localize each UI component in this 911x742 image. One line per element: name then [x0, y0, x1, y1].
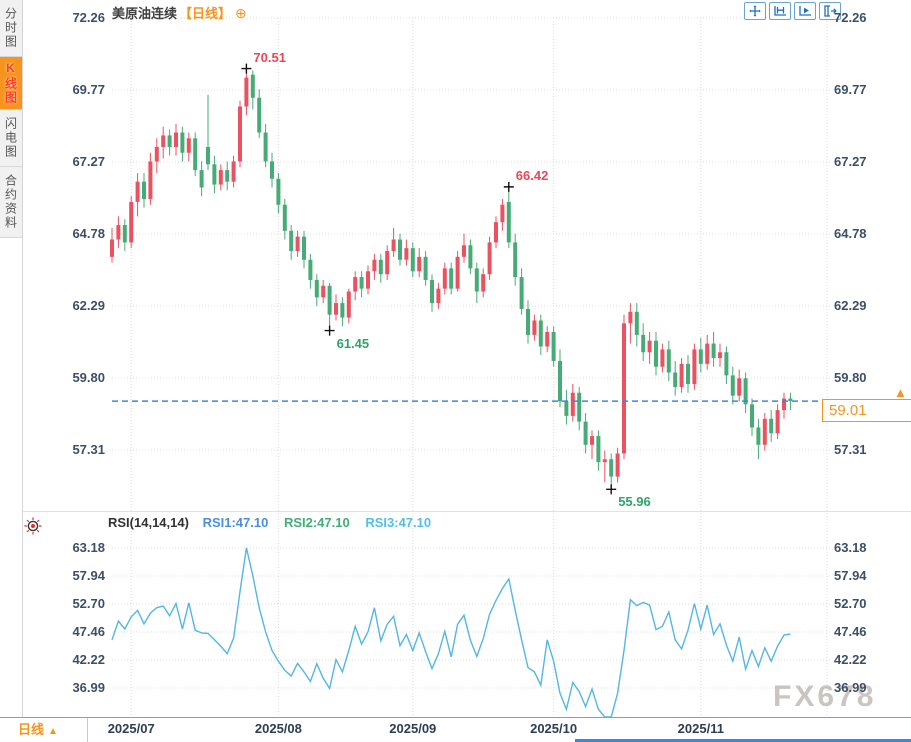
price-up-arrow-icon: ▲: [894, 385, 907, 401]
rsi2-value-label: RSI2:47.10: [283, 515, 350, 530]
rsi-axis-label: 57.94: [72, 568, 105, 583]
y-axis-label: 69.77: [72, 82, 105, 97]
period-label: 【日线】: [179, 6, 232, 21]
y-axis-label: 67.27: [72, 154, 105, 169]
indicator-settings-icon[interactable]: [24, 517, 42, 535]
rsi-axis-label: 47.46: [834, 624, 867, 639]
y-axis-label: 69.77: [834, 82, 867, 97]
y-axis-label: 62.29: [72, 298, 105, 313]
y-axis-label: 72.26: [72, 10, 105, 25]
rsi-axis-label: 52.70: [72, 596, 105, 611]
y-axis-label: 57.31: [72, 442, 105, 457]
y-axis-label: 59.80: [834, 370, 867, 385]
rsi-axis-label: 63.18: [72, 540, 105, 555]
panel-separator: [22, 511, 911, 512]
y-axis-label: 57.31: [834, 442, 867, 457]
chart-type-sidebar: 分时图 K线图 闪电图 合约资料: [0, 0, 23, 742]
y-axis-label: 67.27: [834, 154, 867, 169]
timeframe-label: 日线: [18, 722, 45, 737]
high-price-annotation: 66.42: [515, 167, 549, 183]
rsi1-value-label: RSI1:47.10: [202, 515, 269, 530]
rsi-axis-label: 42.22: [834, 652, 867, 667]
sidebar-tab-time-chart[interactable]: 分时图: [0, 0, 22, 57]
sidebar-tab-lightning-chart[interactable]: 闪电图: [0, 110, 22, 167]
y-axis-label: 62.29: [834, 298, 867, 313]
rsi-axis-label: 36.99: [72, 680, 105, 695]
high-price-annotation: 70.51: [253, 49, 286, 65]
brand-watermark: FX678: [773, 680, 877, 713]
x-axis-label: 2025/08: [254, 721, 302, 736]
y-axis-label: 59.80: [72, 370, 105, 385]
chart-toolbar: [744, 2, 841, 20]
add-indicator-icon[interactable]: ⊕: [235, 5, 247, 21]
y-axis-label: 64.78: [72, 226, 105, 241]
instrument-name: 美原油连续: [112, 6, 178, 21]
replay-icon[interactable]: [794, 2, 816, 20]
current-price-tag: 59.01: [822, 399, 911, 423]
low-price-annotation: 55.96: [618, 494, 651, 510]
x-axis-label: 2025/07: [107, 721, 155, 736]
rsi-axis-label: 52.70: [834, 596, 867, 611]
timeframe-arrow-icon: ▲: [48, 726, 58, 737]
rsi-axis-label: 42.22: [72, 652, 105, 667]
rsi3-value-label: RSI3:47.10: [365, 515, 432, 530]
sidebar-tab-kline-chart[interactable]: K线图: [0, 57, 22, 110]
y-axis-label: 64.78: [834, 226, 867, 241]
chart-scrollbar-handle[interactable]: [575, 739, 911, 742]
timeframe-selector[interactable]: 日线 ▲: [0, 718, 88, 742]
y-axis-label: 72.26: [834, 10, 867, 25]
rsi-axis-label: 36.99: [834, 680, 867, 695]
range-stats-icon[interactable]: [769, 2, 791, 20]
rsi-axis-label: 57.94: [834, 568, 867, 583]
x-axis-label: 2025/10: [530, 721, 578, 736]
low-price-annotation: 61.45: [336, 335, 370, 351]
rsi-axis-label: 47.46: [72, 624, 105, 639]
x-axis-label: 2025/09: [389, 721, 437, 736]
sidebar-tab-contract-info[interactable]: 合约资料: [0, 167, 22, 238]
export-icon[interactable]: [819, 2, 841, 20]
rsi-params-label: RSI(14,14,14): [108, 515, 189, 530]
x-axis-label: 2025/11: [677, 721, 724, 736]
rsi-axis-label: 63.18: [834, 540, 867, 555]
crosshair-icon[interactable]: [744, 2, 766, 20]
x-axis-line: [0, 717, 911, 718]
chart-title: 美原油连续 【日线】 ⊕: [112, 3, 247, 22]
rsi-legend: RSI(14,14,14) RSI1:47.10 RSI2:47.10 RSI3…: [108, 515, 431, 530]
